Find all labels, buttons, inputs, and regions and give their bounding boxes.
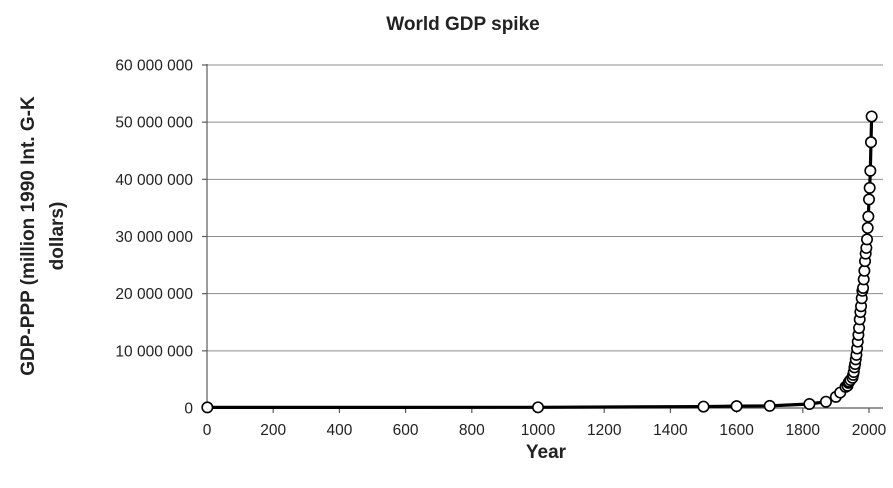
y-tick-label: 0: [184, 401, 193, 418]
x-tick-label: 2000: [852, 422, 887, 439]
data-point: [819, 395, 832, 408]
x-tick-label: 600: [393, 422, 419, 439]
x-tick-label: 1200: [587, 422, 622, 439]
series-gdp: [201, 110, 878, 414]
x-tick-label: 800: [459, 422, 485, 439]
y-tick-label: 40 000 000: [115, 172, 193, 189]
gridlines: [207, 64, 883, 352]
data-point: [865, 110, 878, 123]
x-axis-label: Year: [526, 442, 567, 463]
data-point: [864, 136, 877, 149]
x-tick-label: 1000: [521, 422, 556, 439]
x-tick-label: 1600: [719, 422, 754, 439]
y-axis-label-line-1: GDP-PPP (million 1990 Int. G-K: [18, 96, 39, 376]
x-tick-label: 0: [203, 422, 212, 439]
data-point: [531, 401, 544, 414]
series-line: [207, 116, 874, 409]
data-point: [201, 401, 214, 414]
x-tick-label: 200: [260, 422, 286, 439]
data-point: [864, 164, 877, 177]
data-point: [763, 399, 776, 412]
y-axis-label-line-2: dollars): [47, 202, 68, 271]
data-point: [862, 193, 875, 206]
data-point: [858, 264, 871, 277]
data-point: [697, 400, 710, 413]
data-point: [803, 397, 816, 410]
y-tick-label: 30 000 000: [115, 229, 193, 246]
data-point: [862, 210, 875, 223]
y-tick-label: 20 000 000: [115, 286, 193, 303]
y-axis-ticks: 0 10 000 000 20 000 000 30 000 000 40 000 00…: [115, 58, 207, 418]
chart-title: World GDP spike: [386, 14, 539, 35]
y-tick-label: 60 000 000: [115, 58, 193, 75]
x-axis-ticks: 0 200 400 600 800 1000 1200 1400 1600 1800 2000: [203, 408, 887, 439]
y-axis-label: GDP-PPP (million 1990 Int. G-K dollars): [18, 96, 68, 376]
x-tick-label: 400: [326, 422, 352, 439]
data-point: [861, 221, 874, 234]
y-tick-label: 10 000 000: [115, 343, 193, 360]
y-tick-label: 50 000 000: [115, 115, 193, 132]
data-point: [861, 233, 874, 246]
data-point: [730, 400, 743, 413]
x-tick-label: 1800: [786, 422, 821, 439]
data-point: [863, 181, 876, 194]
x-tick-label: 1400: [653, 422, 688, 439]
